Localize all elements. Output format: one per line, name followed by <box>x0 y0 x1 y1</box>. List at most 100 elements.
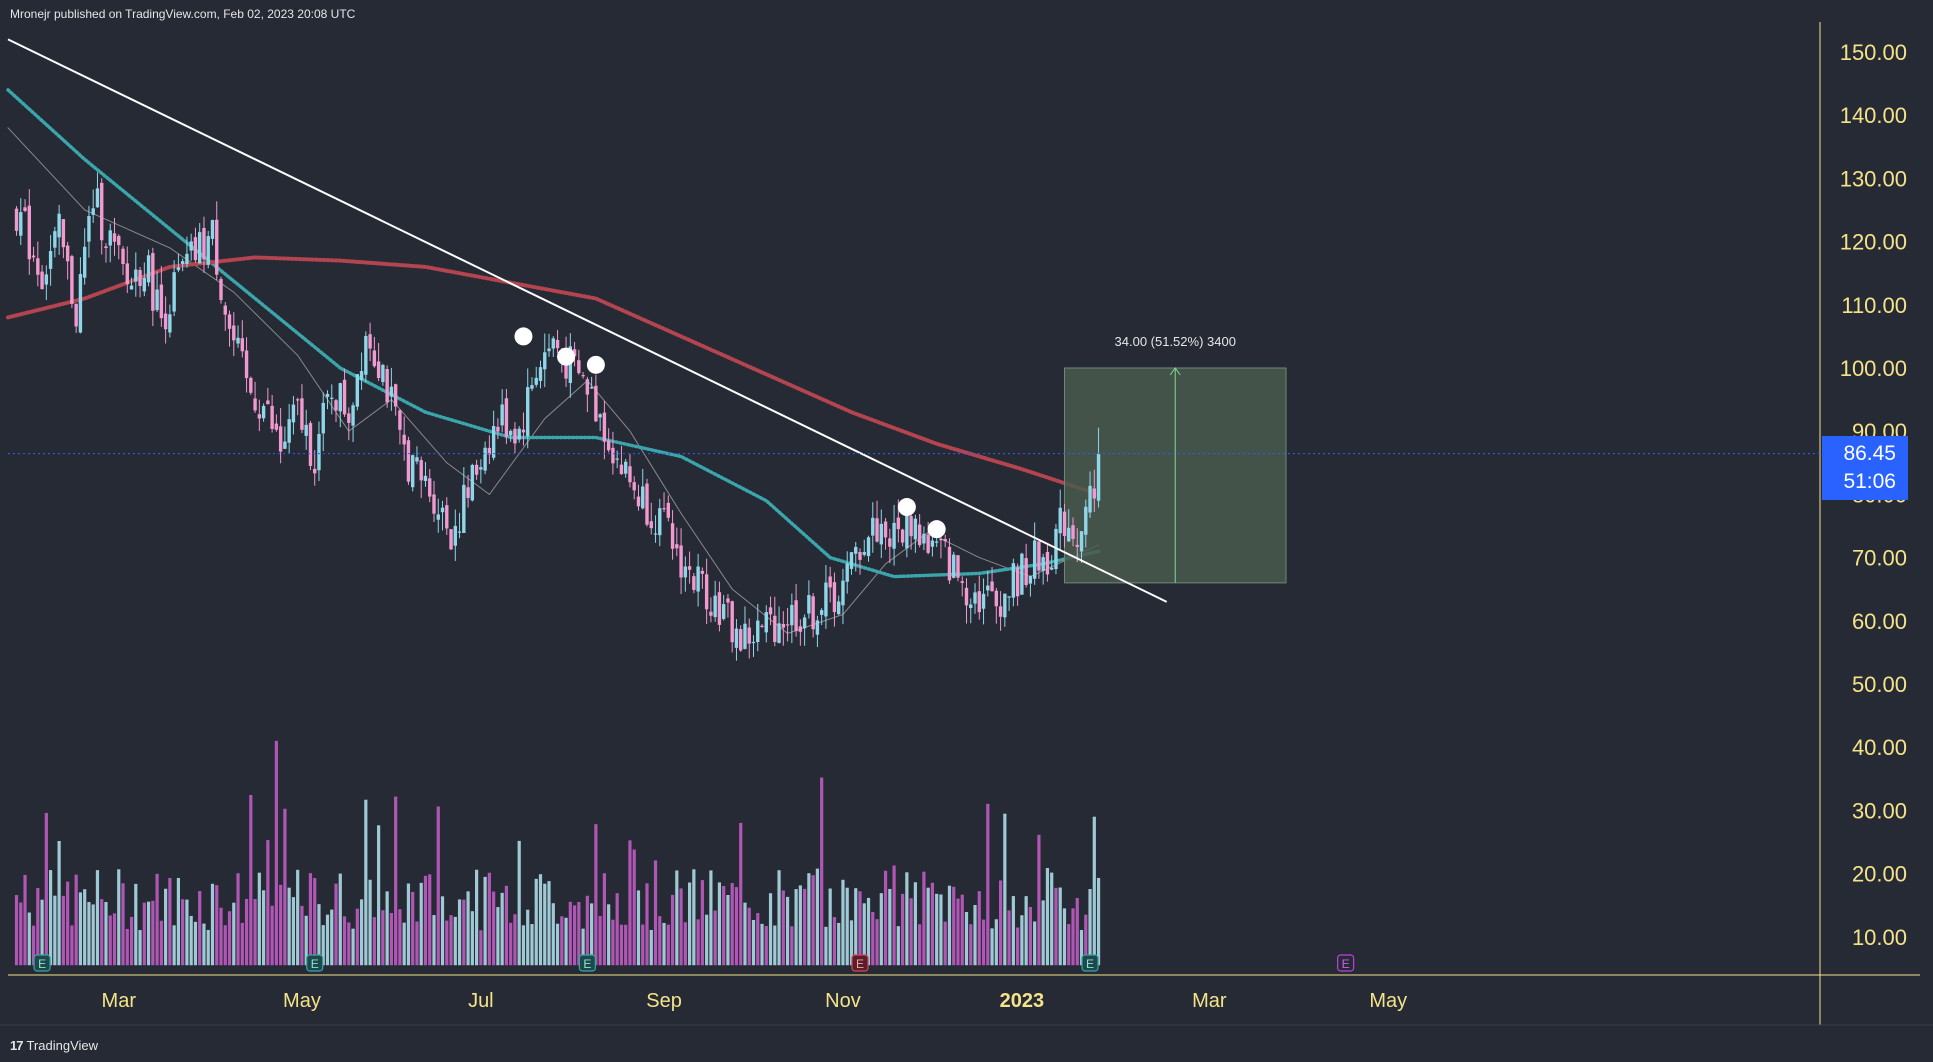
trendline <box>7 38 1168 603</box>
y-tick-label: 110.00 <box>1841 293 1907 318</box>
candle-body <box>1062 511 1067 536</box>
volume-bar <box>78 892 83 966</box>
tradingview-brand[interactable]: 17 TradingView <box>10 1038 98 1053</box>
tradingview-logo-icon: 17 <box>10 1038 24 1053</box>
candle-body <box>432 494 436 514</box>
ma-mid-line <box>6 88 1101 579</box>
candle-body <box>347 413 351 423</box>
volume-bar <box>572 905 577 966</box>
candle-body <box>445 505 449 529</box>
volume-bar <box>95 870 100 966</box>
y-tick-label: 100.00 <box>1840 356 1907 381</box>
volume-bar <box>521 925 526 966</box>
volume-bar <box>509 922 513 966</box>
candle-body <box>837 601 841 615</box>
candle-body <box>474 464 479 475</box>
volume-bar <box>317 904 321 966</box>
candle-body <box>934 541 939 543</box>
candle-body <box>986 585 990 591</box>
candle-body <box>436 514 440 520</box>
volume-bar <box>581 928 585 966</box>
candle-body <box>342 379 347 415</box>
candle-body <box>628 466 632 483</box>
candle-body <box>990 581 994 592</box>
candle-body <box>508 430 513 436</box>
candle-body <box>645 483 649 525</box>
candle-body <box>202 227 206 260</box>
candle-body <box>398 410 402 430</box>
volume-bar <box>470 911 474 966</box>
x-tick-label: May <box>1369 990 1407 1012</box>
candle-body <box>832 582 837 613</box>
volume-bar <box>943 921 947 966</box>
candle-body <box>491 426 496 458</box>
last-price-tag: 86.45 51:06 <box>1822 436 1908 500</box>
volume-bar <box>496 907 500 966</box>
volume-bar <box>57 840 61 966</box>
candle-body <box>1015 567 1020 597</box>
volume-bar <box>866 897 871 966</box>
measure-tool[interactable]: 34.00 (51.52%) 3400 <box>1063 334 1287 584</box>
earnings-icon <box>1337 954 1355 972</box>
candle-body <box>82 246 87 278</box>
volume-bar <box>504 885 509 966</box>
volume-bar <box>308 873 313 966</box>
volume-bar <box>726 894 730 966</box>
volume-bar <box>377 825 381 966</box>
volume-bar <box>513 914 517 966</box>
candle-body <box>892 522 896 549</box>
volume-bar <box>436 806 440 966</box>
volume-bar <box>70 925 74 966</box>
volume-bar <box>402 922 406 966</box>
earnings-icon-label: E <box>1086 957 1094 971</box>
candle-body <box>257 414 262 419</box>
volume-bar <box>492 891 496 966</box>
candle-body <box>632 482 636 491</box>
candle-body <box>291 404 296 423</box>
candle-body <box>751 641 756 644</box>
candle-body <box>619 464 624 475</box>
candle-body <box>543 352 547 370</box>
volume-bar <box>636 890 641 966</box>
candle-body <box>40 271 44 290</box>
trendline-drawing[interactable] <box>7 38 1168 603</box>
volume-bar <box>952 886 956 966</box>
volume-bar <box>279 884 283 966</box>
volume-bar <box>692 869 696 966</box>
volume-bar <box>534 878 538 966</box>
earnings-icon <box>33 954 51 972</box>
candle-body <box>295 399 300 401</box>
candle-body <box>615 458 619 460</box>
candle-body <box>134 269 138 282</box>
earnings-icon <box>851 954 869 972</box>
volume-bar <box>342 916 347 966</box>
volume-bar <box>257 872 261 966</box>
volume-bar <box>1011 896 1015 966</box>
volume-bar <box>44 812 48 966</box>
candle-body <box>300 398 304 430</box>
volume-bar <box>956 898 960 966</box>
bar-countdown: 51:06 <box>1843 470 1896 493</box>
volume-bar <box>398 909 402 966</box>
trendline-touch-point <box>897 498 916 517</box>
volume-bar <box>602 873 606 966</box>
candle-body <box>462 484 466 533</box>
volume-bar <box>206 929 210 966</box>
candle-body <box>308 423 313 466</box>
volume-bar <box>253 899 257 966</box>
x-tick-label: 2023 <box>1000 990 1045 1012</box>
candle-body <box>939 539 943 541</box>
volume-bar <box>909 898 913 966</box>
candle-body <box>453 525 457 546</box>
volume-bar <box>935 893 939 966</box>
candle-body <box>108 230 112 246</box>
last-price-value: 86.45 <box>1843 442 1896 465</box>
candle-body <box>385 369 389 403</box>
candle-body <box>956 555 960 578</box>
candle-body <box>151 253 155 311</box>
candle-body <box>726 598 730 603</box>
volume-bar <box>560 916 564 966</box>
volume-bar <box>879 893 883 966</box>
volume-bar <box>858 891 862 966</box>
